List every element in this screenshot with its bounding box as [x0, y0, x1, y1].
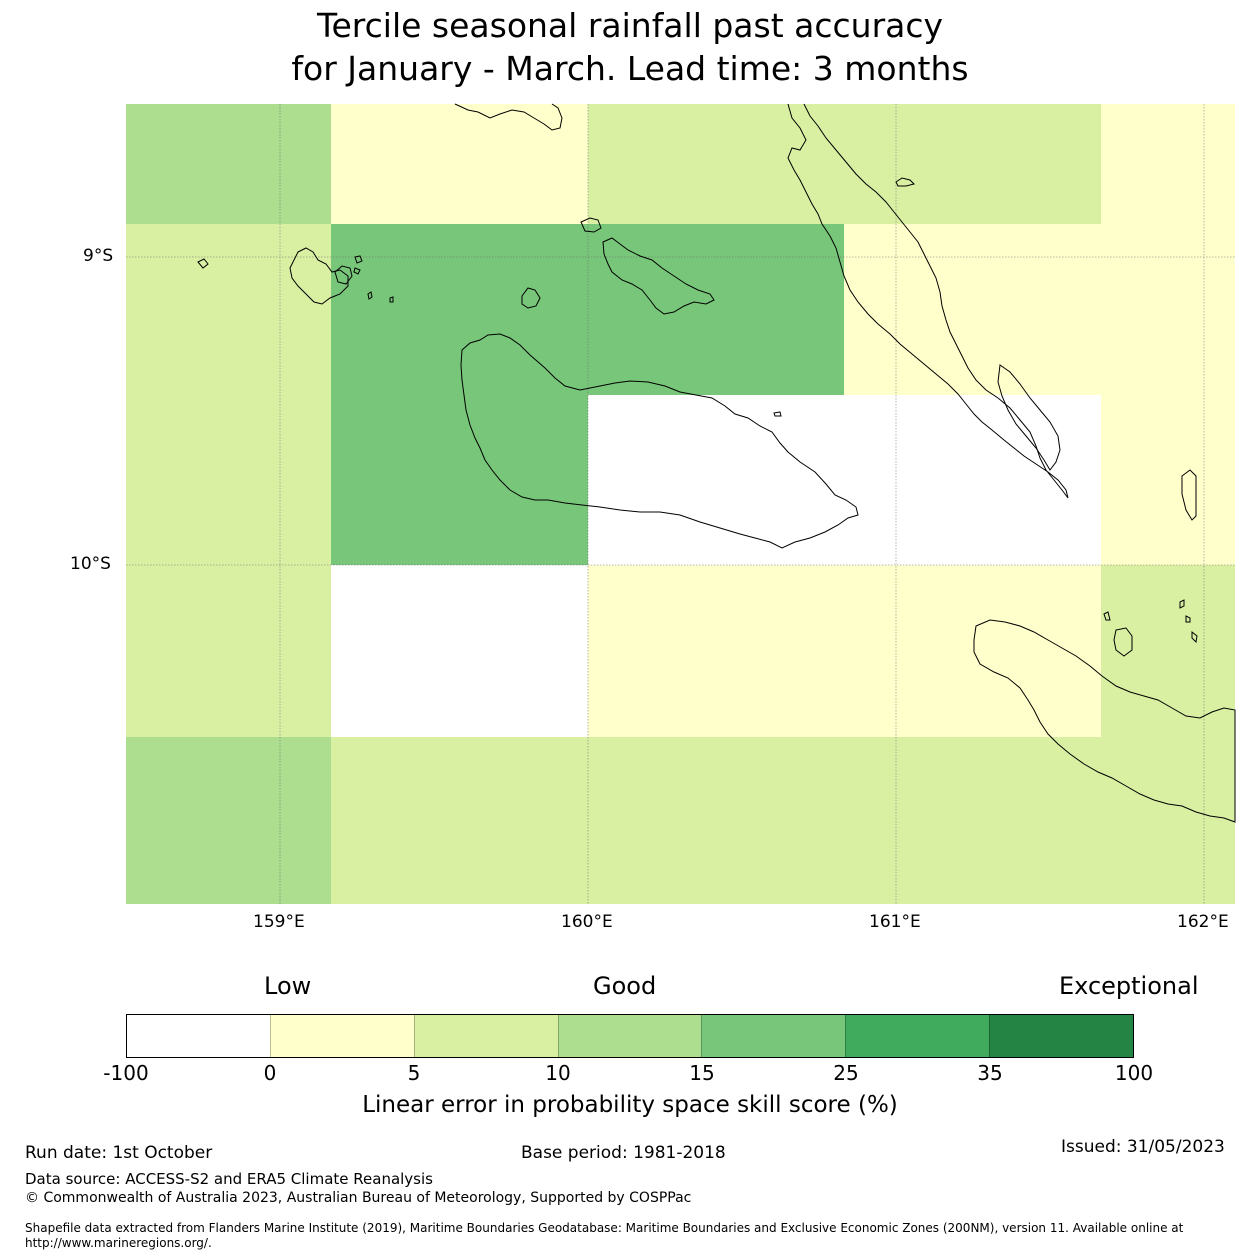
colorbar-tick: 0 — [263, 1061, 277, 1085]
grid-cell — [126, 224, 331, 565]
grid-cell — [588, 395, 1101, 565]
colorbar-category-good: Good — [593, 972, 657, 1000]
colorbar-tick: -100 — [103, 1061, 149, 1085]
grid-cell — [126, 565, 331, 737]
grid-cell — [331, 737, 1235, 904]
colorbar-tick: 25 — [833, 1061, 859, 1085]
grid-cell — [126, 104, 331, 224]
grid-cell — [1101, 104, 1235, 224]
colorbar-segment — [127, 1015, 270, 1057]
colorbar-segment — [845, 1015, 990, 1057]
colorbar-label: Linear error in probability space skill … — [362, 1092, 898, 1118]
shapefile-credit-line-1: Shapefile data extracted from Flanders M… — [25, 1221, 1184, 1235]
colorbar-tick: 15 — [689, 1061, 715, 1085]
title-line-1: Tercile seasonal rainfall past accuracy — [316, 6, 944, 45]
colorbar-category-low: Low — [264, 972, 312, 1000]
copyright: © Commonwealth of Australia 2023, Austra… — [25, 1190, 692, 1206]
issued-date: Issued: 31/05/2023 — [1061, 1137, 1225, 1157]
grid-cell — [588, 104, 1101, 224]
grid-cell — [588, 565, 1101, 737]
run-date: Run date: 1st October — [25, 1143, 213, 1163]
colorbar-segment — [413, 1015, 558, 1057]
colorbar-category-exceptional: Exceptional — [1059, 972, 1199, 1000]
lon-label-161e: 161°E — [869, 912, 921, 932]
colorbar-segment — [701, 1015, 846, 1057]
colorbar-segment — [269, 1015, 414, 1057]
data-source: Data source: ACCESS-S2 and ERA5 Climate … — [25, 1170, 433, 1188]
lat-label-9s: 9°S — [83, 246, 114, 266]
title-line-2: for January - March. Lead time: 3 months — [291, 49, 969, 88]
colorbar-tick: 10 — [545, 1061, 571, 1085]
graticule — [126, 104, 1235, 904]
grid-cell — [331, 104, 588, 224]
colorbar-tick: 100 — [1114, 1061, 1154, 1085]
colorbar-segment — [989, 1015, 1134, 1057]
colorbar-segment — [557, 1015, 702, 1057]
base-period: Base period: 1981-2018 — [521, 1143, 726, 1163]
skill-map — [126, 103, 1236, 904]
grid-cell — [844, 224, 1235, 395]
lat-label-10s: 10°S — [70, 554, 111, 574]
grid-cell — [331, 565, 588, 737]
lon-label-162e: 162°E — [1177, 912, 1229, 932]
colorbar-tick: 35 — [977, 1061, 1003, 1085]
chart-title: Tercile seasonal rainfall past accuracy … — [0, 4, 1260, 90]
grid-cell — [126, 737, 331, 904]
colorbar — [126, 1014, 1134, 1058]
skill-grid — [126, 104, 1235, 904]
coastlines — [197, 103, 1236, 823]
grid-cell — [1101, 395, 1235, 565]
lon-label-160e: 160°E — [561, 912, 613, 932]
grid-cell — [588, 224, 844, 395]
shapefile-credit-line-2: http://www.marineregions.org/. — [25, 1236, 212, 1250]
grid-cell — [331, 224, 588, 565]
colorbar-tick: 5 — [407, 1061, 421, 1085]
grid-cell — [1101, 565, 1235, 737]
lon-label-159e: 159°E — [253, 912, 305, 932]
